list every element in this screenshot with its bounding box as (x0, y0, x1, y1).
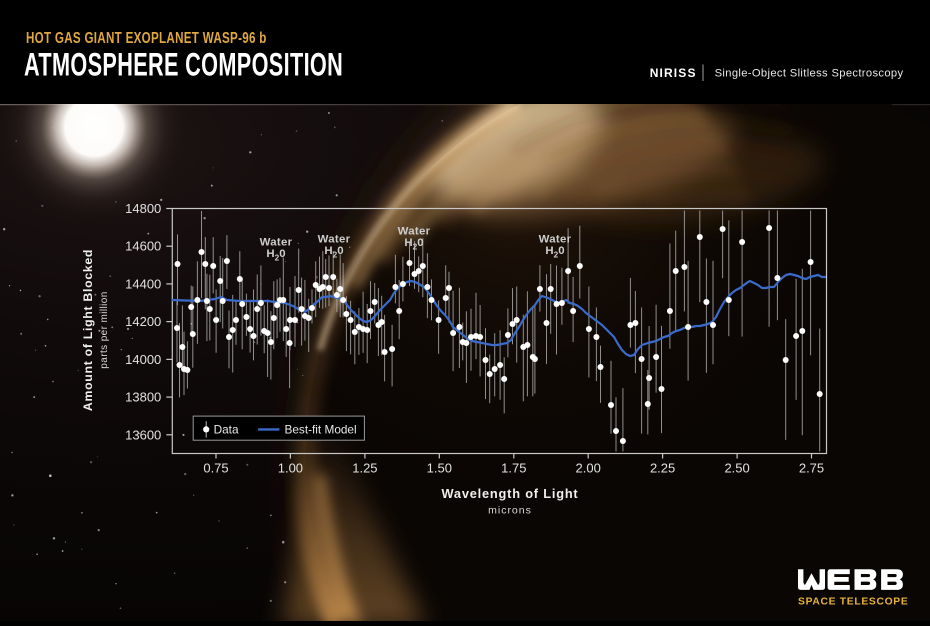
svg-text:14400: 14400 (125, 276, 161, 291)
svg-text:1.00: 1.00 (278, 461, 303, 476)
svg-text:parts per million: parts per million (99, 291, 110, 368)
svg-text:1.50: 1.50 (427, 461, 452, 476)
svg-text:H20: H20 (324, 245, 343, 260)
svg-text:Single-Object Slitless Spectro: Single-Object Slitless Spectroscopy (715, 68, 904, 80)
svg-text:H20: H20 (404, 237, 423, 252)
svg-text:H20: H20 (266, 248, 285, 263)
svg-text:microns: microns (488, 505, 532, 517)
svg-text:Water: Water (398, 226, 431, 238)
svg-text:Water: Water (318, 234, 351, 246)
svg-text:Best-fit Model: Best-fit Model (285, 423, 357, 437)
svg-text:1.75: 1.75 (501, 461, 526, 476)
svg-text:SPACE TELESCOPE: SPACE TELESCOPE (798, 597, 908, 608)
svg-text:14800: 14800 (125, 201, 161, 216)
svg-text:Amount of Light Blocked: Amount of Light Blocked (81, 249, 95, 411)
svg-text:NIRISS: NIRISS (650, 66, 697, 80)
svg-text:0.75: 0.75 (203, 461, 228, 476)
svg-text:14000: 14000 (125, 352, 161, 367)
svg-text:Water: Water (539, 234, 572, 246)
svg-text:Wavelength of Light: Wavelength of Light (442, 486, 579, 501)
svg-text:2.75: 2.75 (799, 461, 824, 476)
svg-text:ATMOSPHERE COMPOSITION: ATMOSPHERE COMPOSITION (24, 46, 343, 82)
svg-text:14600: 14600 (125, 239, 161, 254)
svg-text:13800: 13800 (125, 390, 161, 405)
svg-text:1.25: 1.25 (352, 461, 377, 476)
svg-text:Data: Data (214, 423, 239, 437)
svg-text:14200: 14200 (125, 314, 161, 329)
svg-text:H20: H20 (545, 245, 564, 260)
svg-text:Water: Water (260, 237, 293, 249)
svg-text:2.50: 2.50 (724, 461, 749, 476)
svg-text:2.00: 2.00 (576, 461, 601, 476)
svg-text:2.25: 2.25 (650, 461, 675, 476)
svg-text:13600: 13600 (125, 427, 161, 442)
svg-text:HOT GAS GIANT EXOPLANET WASP-9: HOT GAS GIANT EXOPLANET WASP-96 b (26, 28, 267, 46)
